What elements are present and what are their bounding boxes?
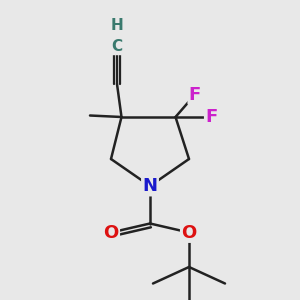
Text: H: H [111,18,123,33]
Text: N: N [142,177,158,195]
Text: F: F [206,108,218,126]
Text: C: C [111,39,123,54]
Text: F: F [189,85,201,103]
Text: O: O [103,224,118,242]
Text: O: O [182,224,196,242]
